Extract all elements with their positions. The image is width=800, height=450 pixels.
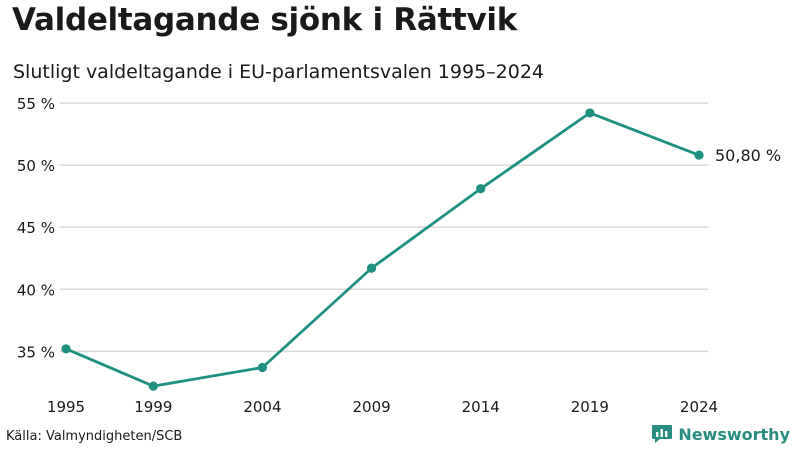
data-point xyxy=(585,108,595,118)
end-label-group: 50,80 % xyxy=(715,146,781,165)
source-note: Källa: Valmyndigheten/SCB xyxy=(6,429,183,444)
x-tick-label: 2024 xyxy=(680,398,718,416)
y-axis-ticks: 35 % 40 % 45 % 50 % 55 % xyxy=(17,95,55,361)
series-line-group xyxy=(64,111,701,388)
chart-title: Valdeltagande sjönk i Rättvik xyxy=(12,2,518,38)
data-point xyxy=(148,381,158,391)
newsworthy-logo-icon xyxy=(652,425,673,443)
brand-name: Newsworthy xyxy=(678,424,790,444)
x-axis-ticks: 1995 1999 2004 2009 2014 2019 2024 xyxy=(47,398,718,416)
x-tick-label: 1995 xyxy=(47,398,85,416)
end-value-label: 50,80 % xyxy=(715,146,781,165)
x-tick-label: 1999 xyxy=(134,398,172,416)
x-tick-label: 2014 xyxy=(462,398,500,416)
y-tick-label: 45 % xyxy=(17,219,55,237)
x-tick-label: 2004 xyxy=(243,398,281,416)
data-point xyxy=(61,344,71,354)
y-tick-label: 40 % xyxy=(17,281,55,299)
y-tick-label: 50 % xyxy=(17,157,55,175)
data-points xyxy=(61,108,704,391)
chart-subtitle: Slutligt valdeltagande i EU-parlamentsva… xyxy=(13,61,545,83)
data-point xyxy=(257,362,268,373)
y-tick-label: 55 % xyxy=(17,95,55,113)
data-point xyxy=(476,184,486,194)
x-tick-label: 2009 xyxy=(352,398,390,416)
x-tick-label: 2019 xyxy=(571,398,609,416)
data-point xyxy=(694,150,704,160)
brand-logo: Newsworthy xyxy=(651,424,790,444)
y-tick-label: 35 % xyxy=(17,343,55,361)
series-line xyxy=(64,111,701,388)
data-point xyxy=(366,263,377,273)
grid-lines xyxy=(60,102,708,353)
